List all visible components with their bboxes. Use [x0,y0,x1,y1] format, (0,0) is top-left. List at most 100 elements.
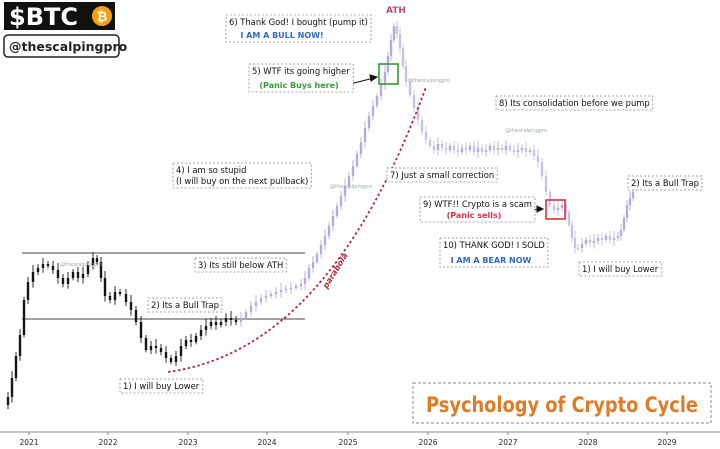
watermark: @thescalpingpro [505,128,547,134]
candle-body [588,240,592,243]
candle-body [592,241,596,243]
candle-body [355,154,359,166]
candle-body [91,258,95,265]
chart-title-box: Psychology of Crypto Cycle [412,382,712,424]
candle-body [347,176,351,186]
annotation-bull-trap-left: 2) Its a Bull Trap [147,297,223,313]
candle-body [214,322,218,325]
candle-body [625,205,629,218]
candle-body [631,192,635,198]
candle-body [164,352,168,358]
annotation-box [119,378,204,394]
candle-body [51,266,55,270]
candle-body [294,286,298,288]
annotation-going-higher: 5) WTF its going higher (Panic Buys here… [248,63,354,93]
annotation-box [147,297,223,313]
candle-body [335,206,339,216]
candle-body [596,238,600,241]
candle-body [259,298,263,302]
candle-body [46,264,50,266]
candle-body [622,218,626,230]
candle-body [284,289,288,291]
candle-body [209,322,213,326]
candle-body [36,268,40,272]
candle-body [129,302,133,310]
candle-body [224,318,228,322]
candle-body [323,236,327,245]
candle-body [564,205,568,212]
candle-body [229,318,233,320]
candle-body [416,108,420,120]
annotation-text: 2) Its a Bull Trap [151,300,219,310]
candle-body [460,148,464,152]
annotation-box [194,257,287,273]
annotation-so-stupid: 4) I am so stupid (I will buy on the nex… [172,162,312,189]
candle-body [343,186,347,196]
candle-body [401,48,405,66]
candle-body [540,162,544,176]
candle-body [524,148,528,152]
candle-body [249,306,253,312]
candle-body [103,278,107,296]
annotation-box [627,175,703,191]
candle-body [149,346,153,350]
panic-buy-box [378,63,399,85]
annotation-bought: 6) Thank God! I bought (pump it) I AM A … [225,14,372,43]
watermark: @thescalpingpro [408,78,450,84]
annotation-sold: 10) THANK GOD! I SOLD I AM A BEAR NOW [439,237,549,268]
x-tick-label: 2025 [338,438,357,447]
bitcoin-icon [92,6,112,26]
handle-label: @thescalpingpro [9,39,128,54]
candle-body [464,148,468,150]
candle-body [81,274,85,278]
candle-body [432,146,436,150]
ath-label: ATH [386,6,406,16]
annotation-bull-trap-right: 2) Its a Bull Trap [627,175,703,191]
candle-body [612,238,616,240]
x-axis-ticks: 2021 2022 2023 2024 2025 2026 2027 2028 2029 [19,432,677,447]
candle-body [234,320,238,322]
candle-body [113,292,117,300]
annotation-text: 4) I am so stupid [176,165,246,175]
candle-body [363,128,367,142]
candle-body [408,82,412,95]
candle-body [18,335,22,356]
candle-body [244,312,248,318]
annotations: 6) Thank God! I bought (pump it) I AM A … [119,14,703,394]
candle-body [139,322,143,338]
candle-body [512,150,516,152]
candle-body [379,84,383,96]
candle-body [61,278,65,284]
candle-body [389,40,393,56]
x-tick-label: 2027 [498,438,517,447]
candle-body [76,272,80,278]
candle-body [456,150,460,152]
candle-body [398,34,402,48]
candle-body [500,148,504,150]
annotation-below-ath: 3) Its still below ATH [194,257,287,273]
candle-body [10,378,14,397]
candle-body [339,196,343,206]
candle-body [118,292,122,294]
annotation-box [172,162,312,189]
candle-body [424,132,428,140]
candle-body [488,146,492,150]
candle-body [199,330,203,336]
candle-body [279,290,283,292]
annotation-box [225,14,372,43]
candle-body [452,146,456,150]
candle-body [194,336,198,342]
annotation-text: 6) Thank God! I bought (pump it) [229,17,368,27]
candle-body [392,26,396,40]
candle-body [303,278,307,284]
candle-body [616,236,620,238]
annotation-crypto-scam: 9) WTF!! Crypto is a scam (Panic sells) [419,196,536,223]
candle-body [351,166,355,176]
candle-body [604,236,608,240]
candle-body [99,262,103,278]
candle-body [371,106,375,116]
candle-body [315,254,319,262]
candle-body [440,144,444,148]
candle-body [179,346,183,356]
